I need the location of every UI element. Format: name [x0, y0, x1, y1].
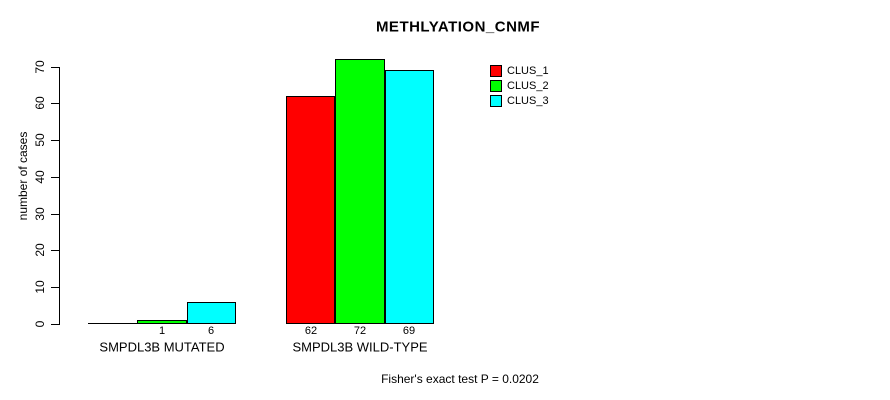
- bar-value-label: 72: [353, 325, 367, 337]
- bar-value-label: 1: [158, 325, 166, 337]
- y-axis-tick: [51, 214, 59, 215]
- bar-value-label: 6: [207, 325, 215, 337]
- y-axis-tick-label: 20: [33, 243, 47, 257]
- y-axis-tick-label: 0: [33, 320, 47, 328]
- y-axis-tick-label: 60: [33, 96, 47, 110]
- legend-label-clus_3: CLUS_3: [507, 95, 549, 107]
- y-axis-tick: [51, 177, 59, 178]
- y-axis-tick: [51, 287, 59, 288]
- bar-clus_3: [187, 302, 236, 324]
- chart-title: METHLYATION_CNMF: [375, 18, 541, 36]
- legend-swatch-clus_3: [490, 95, 502, 107]
- y-axis-title: number of cases: [16, 131, 30, 221]
- bar-value-label: 69: [402, 325, 416, 337]
- category-label: SMPDL3B MUTATED: [99, 339, 225, 355]
- y-axis-tick: [51, 250, 59, 251]
- bar-clus_1-zero: [88, 323, 138, 324]
- y-axis-tick-label: 30: [33, 207, 47, 221]
- bar-clus_2: [335, 59, 385, 324]
- y-axis-tick: [51, 67, 59, 68]
- y-axis-tick: [51, 324, 59, 325]
- bar-clus_1: [286, 96, 335, 324]
- bar-clus_2: [137, 320, 187, 324]
- y-axis-tick-label: 50: [33, 133, 47, 147]
- bar-value-label: 62: [304, 325, 318, 337]
- legend-swatch-clus_1: [490, 65, 502, 77]
- y-axis-line: [59, 67, 60, 325]
- y-axis-tick-label: 40: [33, 170, 47, 184]
- legend-swatch-clus_2: [490, 80, 502, 92]
- legend-label-clus_2: CLUS_2: [507, 80, 549, 92]
- category-label: SMPDL3B WILD-TYPE: [292, 339, 428, 355]
- annotation-fisher-test: Fisher's exact test P = 0.0202: [381, 372, 539, 386]
- legend-label-clus_1: CLUS_1: [507, 65, 549, 77]
- bar-clus_3: [385, 70, 434, 324]
- y-axis-tick: [51, 140, 59, 141]
- y-axis-tick-label: 10: [33, 280, 47, 294]
- y-axis-tick: [51, 103, 59, 104]
- y-axis-tick-label: 70: [33, 60, 47, 74]
